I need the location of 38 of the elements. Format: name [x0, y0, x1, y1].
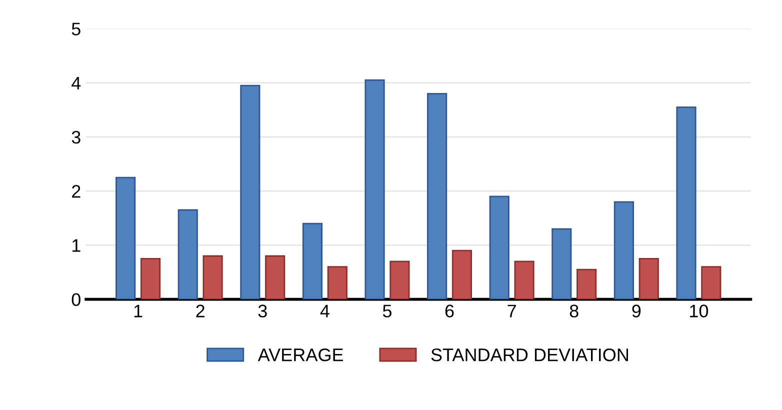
x-tick-label: 1 [134, 304, 142, 318]
bar [676, 106, 696, 300]
bar [140, 258, 161, 300]
x-tick-label: 8 [570, 304, 578, 318]
x-tick-label: 6 [445, 304, 454, 318]
legend-label: AVERAGE [258, 348, 344, 362]
x-tick-label: 10 [690, 304, 708, 318]
bar [427, 92, 448, 300]
bar [390, 260, 410, 300]
bar [178, 209, 198, 300]
bar [614, 201, 634, 300]
x-tick-label: 9 [632, 304, 641, 318]
x-tick-label: 2 [196, 304, 204, 318]
bar [701, 266, 722, 300]
y-tick-label: 2 [72, 184, 80, 198]
y-tick-label: 4 [72, 76, 81, 90]
x-tick-label: 3 [258, 304, 267, 318]
bar [302, 222, 323, 300]
bar [240, 84, 260, 300]
bar [576, 268, 597, 300]
legend-label: STANDARD DEVIATION [431, 348, 628, 362]
bar [552, 228, 572, 300]
bar [202, 255, 223, 300]
x-tick-label: 4 [320, 304, 330, 318]
bar [327, 266, 348, 300]
x-tick-label: 7 [508, 304, 516, 318]
y-tick-label: 5 [72, 22, 80, 36]
x-tick-label: 5 [382, 304, 392, 318]
y-tick-label: 0 [72, 293, 80, 306]
bar [265, 255, 286, 300]
bar [364, 79, 385, 300]
bar [452, 250, 472, 300]
bar [116, 176, 136, 300]
y-tick-label: 3 [72, 130, 80, 144]
y-tick-label: 1 [72, 239, 80, 252]
bar [489, 196, 510, 300]
bar [638, 258, 659, 300]
bar [514, 260, 534, 300]
